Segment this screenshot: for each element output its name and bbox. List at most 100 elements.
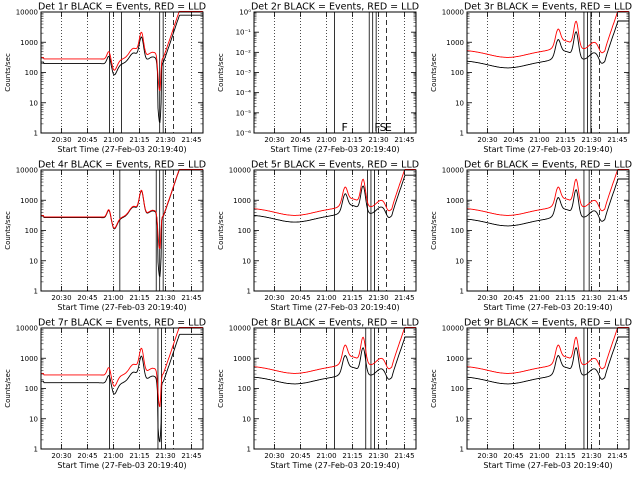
x-tick-label: 21:15 <box>129 136 149 144</box>
x-tick-label: 21:30 <box>155 294 175 302</box>
x-tick-label: 20:30 <box>264 294 284 302</box>
lld-series-line <box>467 326 629 374</box>
y-tick-label: 10 <box>455 99 464 107</box>
y-tick-label: 100 <box>451 385 464 393</box>
x-tick-label: 21:45 <box>394 452 414 460</box>
x-tick-label: 21:30 <box>368 294 388 302</box>
x-tick-label: 20:45 <box>77 452 97 460</box>
y-tick-label: 1 <box>460 288 464 296</box>
y-tick-label: 10000 <box>16 167 38 175</box>
x-tick-label: 21:00 <box>529 452 549 460</box>
y-axis-label: Counts/sec <box>217 369 225 408</box>
x-tick-label: 21:30 <box>155 452 175 460</box>
y-tick-label: 100 <box>25 69 38 77</box>
y-axis-label: Counts/sec <box>4 211 12 250</box>
plot-frame <box>40 11 204 134</box>
lld-series-line <box>41 10 203 92</box>
x-axis-label: Start Time (27-Feb-03 20:19:40) <box>483 145 612 154</box>
x-tick-label: 20:30 <box>51 294 71 302</box>
chart-panel-5: Det 5r BLACK = Events, RED = LLD Counts/s… <box>217 160 419 313</box>
y-tick-label: 100 <box>25 385 38 393</box>
x-tick-label: 21:45 <box>181 452 201 460</box>
y-tick-label: 1000 <box>20 197 38 205</box>
y-axis-label: Counts/sec <box>430 369 438 408</box>
y-tick-label: 1 <box>460 130 464 138</box>
x-axis-label: Start Time (27-Feb-03 20:19:40) <box>57 145 186 154</box>
x-tick-label: 21:30 <box>368 136 388 144</box>
y-tick-label: 1000 <box>446 197 464 205</box>
x-tick-label: 21:45 <box>607 136 627 144</box>
x-tick-label: 20:30 <box>264 136 284 144</box>
y-tick-label: 10 <box>29 99 38 107</box>
y-axis-label: Counts/sec <box>430 211 438 250</box>
x-tick-label: 21:15 <box>342 136 362 144</box>
x-tick-label: 20:30 <box>477 136 497 144</box>
x-tick-label: 21:30 <box>581 136 601 144</box>
plot-frame <box>253 327 417 450</box>
x-tick-label: 21:45 <box>607 294 627 302</box>
x-tick-label: 21:15 <box>555 136 575 144</box>
y-tick-label: 1000 <box>20 355 38 363</box>
y-tick-label: 1000 <box>20 39 38 47</box>
y-tick-label: 100 <box>238 385 251 393</box>
x-tick-label: 20:45 <box>503 294 523 302</box>
lld-series-line <box>467 168 629 216</box>
y-tick-label: 10000 <box>16 9 38 17</box>
x-tick-label: 20:45 <box>503 452 523 460</box>
y-tick-label: 10000 <box>229 325 251 333</box>
y-axis-label: Counts/sec <box>4 53 12 92</box>
chart-panel-6: Det 6r BLACK = Events, RED = LLD Counts/s… <box>430 160 632 313</box>
plot-frame <box>253 11 417 134</box>
events-series-line <box>467 20 629 69</box>
y-tick-label: 10⁻¹ <box>236 29 252 37</box>
chart-panel-3: Det 3r BLACK = Events, RED = LLD Counts/s… <box>430 2 632 155</box>
y-tick-label: 10 <box>455 257 464 265</box>
panel-title: Det 2r BLACK = Events, RED = LLD <box>251 2 419 13</box>
x-axis-label: Start Time (27-Feb-03 20:19:40) <box>270 303 399 312</box>
y-tick-label: 10⁻³ <box>236 69 252 77</box>
y-tick-label: 10000 <box>442 325 464 333</box>
annotation-flag: F <box>374 121 380 134</box>
y-tick-label: 100 <box>238 227 251 235</box>
panel-title: Det 8r BLACK = Events, RED = LLD <box>251 318 419 329</box>
events-series-line <box>41 168 203 278</box>
x-tick-label: 20:30 <box>51 452 71 460</box>
panel-title: Det 5r BLACK = Events, RED = LLD <box>251 160 419 171</box>
events-series-line <box>467 178 629 227</box>
y-tick-label: 100 <box>451 69 464 77</box>
x-tick-label: 21:15 <box>129 452 149 460</box>
y-tick-label: 1000 <box>446 39 464 47</box>
y-tick-label: 1 <box>34 130 38 138</box>
x-tick-label: 20:30 <box>264 452 284 460</box>
x-tick-label: 20:45 <box>290 452 310 460</box>
panel-title: Det 1r BLACK = Events, RED = LLD <box>38 2 206 13</box>
y-tick-label: 100 <box>25 227 38 235</box>
y-tick-label: 1 <box>247 288 251 296</box>
x-tick-label: 21:30 <box>581 294 601 302</box>
y-axis-label: Counts/sec <box>4 369 12 408</box>
y-tick-label: 10 <box>242 415 251 423</box>
chart-panel-8: Det 8r BLACK = Events, RED = LLD Counts/s… <box>217 318 419 471</box>
panel-title: Det 6r BLACK = Events, RED = LLD <box>464 160 632 171</box>
plot-frame <box>466 169 630 292</box>
chart-panel-1: Det 1r BLACK = Events, RED = LLD Counts/s… <box>4 2 206 155</box>
x-tick-label: 21:45 <box>394 294 414 302</box>
events-series-line <box>253 174 416 223</box>
x-tick-label: 21:00 <box>316 136 336 144</box>
x-tick-label: 21:00 <box>316 452 336 460</box>
y-tick-label: 10 <box>455 415 464 423</box>
x-tick-label: 21:30 <box>581 452 601 460</box>
plot-frame <box>466 11 630 134</box>
plot-frame <box>466 327 630 450</box>
x-tick-label: 21:00 <box>529 136 549 144</box>
y-tick-label: 10000 <box>229 167 251 175</box>
y-axis-label: Counts/sec <box>430 53 438 92</box>
y-tick-label: 10⁻⁴ <box>236 89 252 97</box>
y-tick-label: 1 <box>460 446 464 454</box>
x-tick-label: 21:00 <box>529 294 549 302</box>
x-tick-label: 21:15 <box>342 294 362 302</box>
x-axis-label: Start Time (27-Feb-03 20:19:40) <box>270 461 399 470</box>
lld-series-line <box>41 168 203 250</box>
annotation-flag: S <box>380 121 387 134</box>
x-tick-label: 21:30 <box>155 136 175 144</box>
